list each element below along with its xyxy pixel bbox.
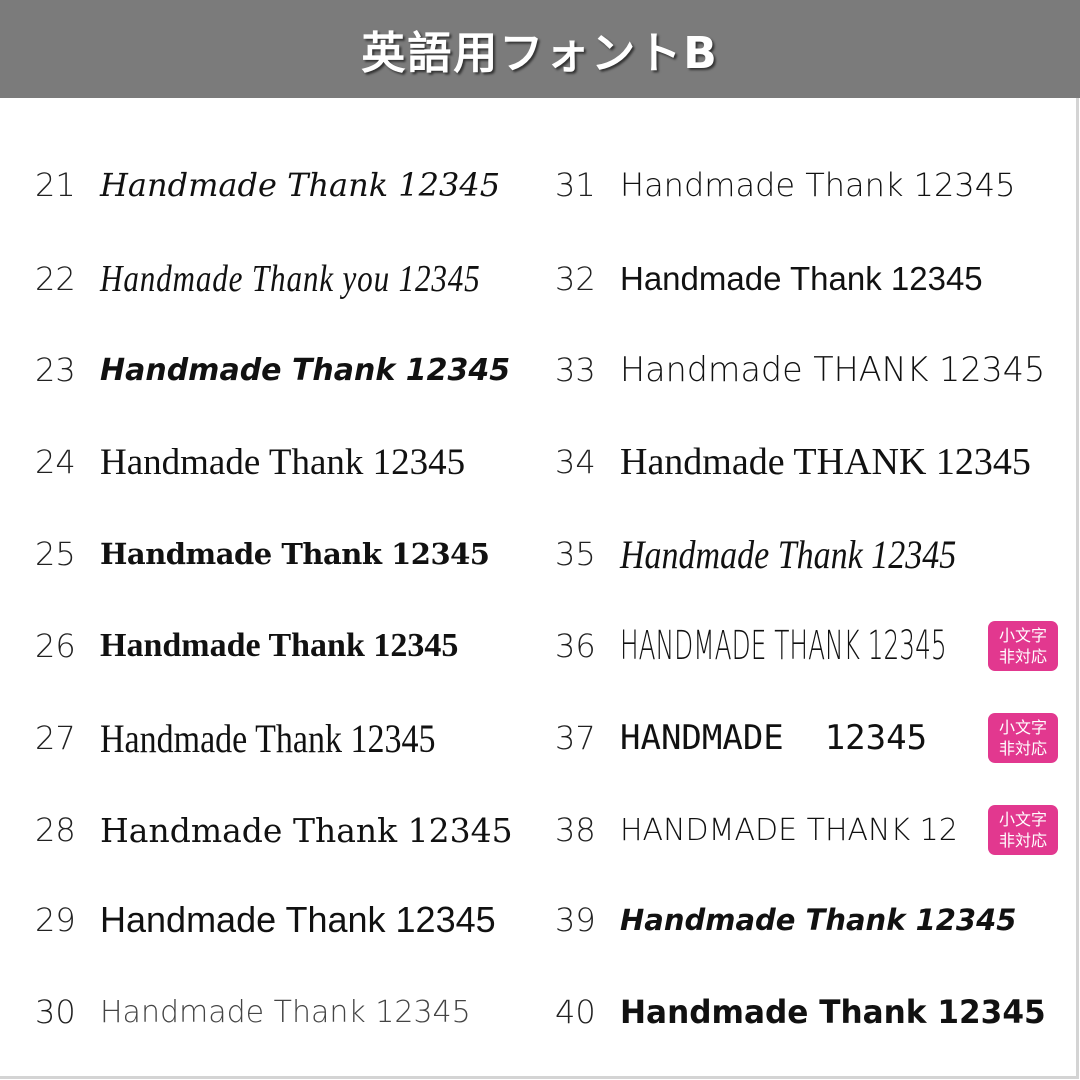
font-sample-text: Handmade Thank 12345	[100, 994, 471, 1030]
font-sample-row: 35 Handmade Thank 12345	[555, 524, 1016, 584]
font-sample-text: Handmade Thank 12345	[100, 627, 459, 664]
badge-line: 非対応	[998, 831, 1047, 850]
font-sample-row: 32 Handmade Thank 12345	[555, 249, 983, 309]
font-number: 26	[35, 627, 76, 665]
font-sample-row: 31 Handmade Thank 12345	[555, 155, 1015, 215]
font-sample-row: 33 Handmade THANK 12345	[555, 340, 1053, 400]
font-sample-text: Handmade THANK 12345	[620, 441, 1031, 483]
lowercase-unsupported-badge: 小文字 非対応	[988, 713, 1058, 763]
badge-line: 小文字	[998, 810, 1047, 829]
font-number: 24	[35, 443, 76, 481]
font-sample-text: Handmade Thank 12345	[100, 899, 496, 940]
page-title: 英語用フォントB	[361, 28, 719, 79]
font-number: 39	[555, 901, 596, 939]
font-sample-row: 38 HANDMADE THANK 12	[555, 800, 958, 860]
font-number: 32	[555, 260, 596, 298]
font-sample-row: 36 HANDMADE THANK 12345	[555, 616, 1080, 676]
lowercase-unsupported-badge: 小文字 非対応	[988, 805, 1058, 855]
font-number: 34	[555, 443, 596, 481]
badge-line: 非対応	[998, 739, 1047, 758]
font-sample-row: 22 Handmade Thank you 12345	[35, 249, 564, 309]
font-sample-text: Handmade Thank 12345	[100, 352, 511, 388]
font-sample-text: Handmade Thank 12345	[620, 260, 983, 297]
font-sample-row: 26 Handmade Thank 12345	[35, 616, 458, 676]
font-sample-row: 34 Handmade THANK 12345	[555, 432, 1031, 492]
font-sample-text: Handmade Thank 12345	[100, 715, 436, 761]
font-number: 31	[555, 166, 596, 204]
font-number: 33	[555, 351, 596, 389]
badge-line: 小文字	[998, 626, 1047, 645]
font-number: 22	[35, 260, 76, 298]
font-number: 29	[35, 901, 76, 939]
font-sample-text: HANDMADE 12345	[620, 718, 928, 758]
font-sample-text: Handmade Thank 12345	[620, 166, 1016, 204]
font-sample-text: Handmade Thank 12345	[100, 441, 466, 483]
font-sample-text: Handmade Thank 12345	[620, 531, 957, 577]
font-sample-row: 24 Handmade Thank 12345	[35, 432, 465, 492]
font-sample-row: 25 Handmade Thank 12345	[35, 524, 490, 584]
badge-line: 小文字	[998, 718, 1047, 737]
header-bar: 英語用フォントB	[0, 0, 1080, 98]
font-sample-row: 23 Handmade Thank 12345	[35, 340, 510, 400]
font-sample-text: Handmade Thank you 12345	[100, 258, 481, 300]
font-sample-text: Handmade Thank 12345	[100, 537, 490, 571]
font-number: 21	[35, 166, 76, 204]
badge-line: 非対応	[998, 647, 1047, 666]
font-sample-row: 28 Handmade Thank 12345	[35, 800, 513, 860]
font-number: 23	[35, 351, 76, 389]
font-sample-text: Handmade Thank 12345	[100, 166, 501, 204]
font-sample-text: Handmade Thank 12345	[620, 903, 1017, 937]
font-number: 35	[555, 535, 596, 573]
font-number: 28	[35, 811, 76, 849]
font-sample-text: Handmade Thank 12345	[100, 810, 513, 850]
font-sample-row: 37 HANDMADE 12345	[555, 708, 927, 768]
font-number: 38	[555, 811, 596, 849]
font-number: 37	[555, 719, 596, 757]
lowercase-unsupported-badge: 小文字 非対応	[988, 621, 1058, 671]
font-number: 30	[35, 993, 76, 1031]
font-sample-text: Handmade Thank 12345	[620, 993, 1046, 1031]
font-number: 25	[35, 535, 76, 573]
font-number: 27	[35, 719, 76, 757]
font-number: 36	[555, 627, 596, 665]
font-sample-row: 29 Handmade Thank 12345	[35, 890, 496, 950]
font-sample-row: 30 Handmade Thank 12345	[35, 982, 471, 1042]
font-sample-row: 39 Handmade Thank 12345	[555, 890, 1016, 950]
font-number: 40	[555, 993, 596, 1031]
font-sample-text: Handmade THANK 12345	[620, 350, 1046, 390]
font-sample-text: HANDMADE THANK 12345	[620, 623, 947, 669]
font-sample-row: 27 Handmade Thank 12345	[35, 708, 495, 768]
font-sample-text: HANDMADE THANK 12	[620, 812, 958, 848]
font-sample-row: 21 Handmade Thank 12345	[35, 155, 500, 215]
font-sample-row: 40 Handmade Thank 12345	[555, 982, 1057, 1042]
